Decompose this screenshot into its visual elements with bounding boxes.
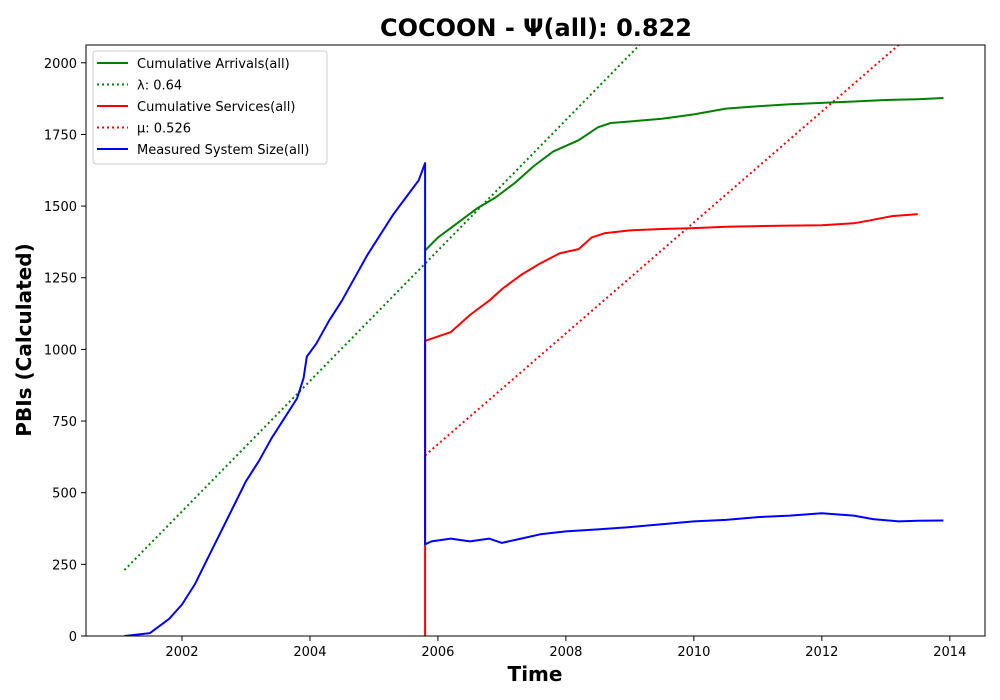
legend-label-3: μ: 0.526 bbox=[137, 122, 191, 137]
x-tick-label: 2004 bbox=[293, 645, 326, 660]
plot-frame bbox=[85, 44, 986, 637]
series-layer bbox=[123, 45, 944, 636]
legend-label-4: Measured System Size(all) bbox=[137, 143, 309, 158]
legend-label-2: Cumulative Services(all) bbox=[137, 100, 295, 115]
x-tick-label: 2010 bbox=[677, 645, 710, 660]
plot-area: 2002 2004 2006 2008 2010 2012 2014 0 250 500 750 1… bbox=[44, 44, 986, 660]
y-tick-label: 2000 bbox=[44, 57, 77, 72]
y-tick-label: 1750 bbox=[44, 128, 77, 143]
legend: Cumulative Arrivals(all) λ: 0.64 Cumulativ… bbox=[92, 50, 328, 165]
y-tick-label: 0 bbox=[69, 630, 77, 645]
chart-title: COCOON - Ψ(all): 0.822 bbox=[380, 14, 692, 42]
y-tick-label: 500 bbox=[52, 487, 77, 502]
x-tick-label: 2002 bbox=[165, 645, 198, 660]
y-axis-ticks: 0 250 500 750 1000 1250 1500 1750 2000 bbox=[44, 57, 86, 645]
y-tick-label: 750 bbox=[52, 415, 77, 430]
y-tick-label: 1000 bbox=[44, 343, 77, 358]
legend-label-0: Cumulative Arrivals(all) bbox=[137, 57, 290, 72]
legend-label-1: λ: 0.64 bbox=[137, 79, 182, 94]
y-tick-label: 250 bbox=[52, 558, 77, 573]
x-tick-label: 2006 bbox=[421, 645, 454, 660]
x-axis-title: Time bbox=[508, 662, 563, 686]
legend-box bbox=[92, 50, 328, 165]
series-line-3 bbox=[424, 45, 900, 457]
series-line-0 bbox=[424, 97, 944, 252]
x-tick-label: 2008 bbox=[549, 645, 582, 660]
x-tick-label: 2012 bbox=[805, 645, 838, 660]
series-line-2 bbox=[424, 213, 918, 636]
y-tick-label: 1250 bbox=[44, 272, 77, 287]
y-tick-label: 1500 bbox=[44, 200, 77, 215]
x-axis-ticks: 2002 2004 2006 2008 2010 2012 2014 bbox=[165, 636, 966, 660]
y-axis-title: PBIs (Calculated) bbox=[12, 243, 36, 436]
series-line-4 bbox=[124, 162, 944, 636]
x-tick-label: 2014 bbox=[933, 645, 966, 660]
